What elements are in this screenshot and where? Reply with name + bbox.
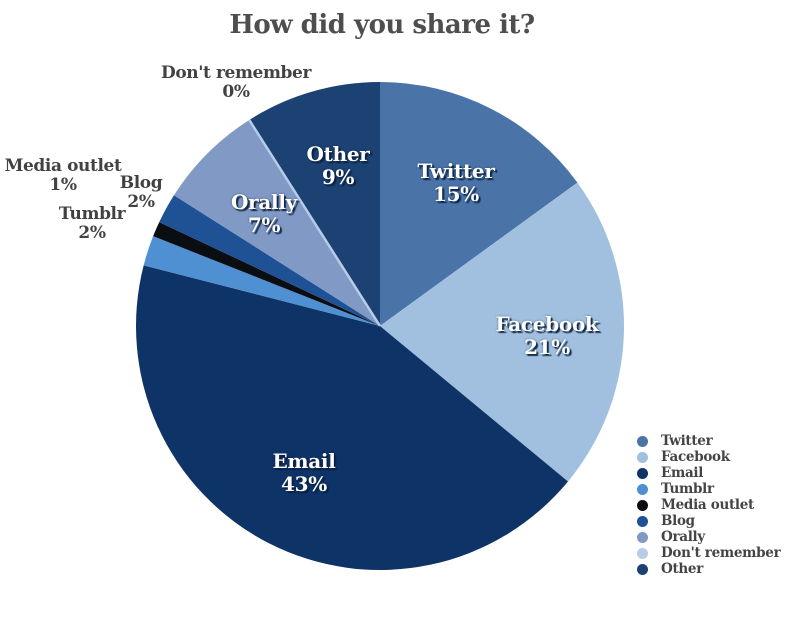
legend-label: Email [661, 465, 704, 481]
legend-swatch-icon [637, 451, 648, 463]
slice-label-tumblr: Tumblr 2% [58, 204, 126, 243]
legend-label: Media outlet [661, 497, 754, 513]
pie-slice-twitter [380, 81, 578, 326]
slice-label-other: Other 9% [307, 143, 370, 189]
slice-label-facebook: Facebook 21% [495, 313, 598, 359]
pie-slice-email [136, 265, 569, 570]
slice-label-name: Other [306, 142, 370, 166]
slice-label-percent: 2% [78, 223, 106, 243]
slice-label-percent: 9% [321, 165, 355, 189]
slice-label-orally: Orally 7% [231, 191, 297, 237]
slice-label-name: Blog [119, 173, 163, 193]
slice-label-name: Tumblr [58, 204, 126, 224]
pie-slice-don-t-remember [248, 119, 382, 327]
slice-label-don-t-remember: Don't remember 0% [161, 64, 311, 102]
legend-item-twitter: Twitter [637, 433, 780, 449]
legend-item-facebook: Facebook [637, 449, 780, 465]
legend-label: Blog [661, 513, 695, 529]
pie-slice-media-outlet [153, 222, 380, 326]
chart-title: How did you share it? [229, 10, 535, 40]
legend-label: Other [661, 561, 704, 577]
legend-swatch-icon [637, 563, 648, 575]
legend-label: Facebook [661, 449, 730, 465]
slice-label-percent: 7% [247, 213, 281, 237]
slice-label-name: Orally [231, 190, 297, 214]
slice-label-name: Email [272, 449, 336, 473]
legend-label: Twitter [661, 433, 713, 449]
pie-slice-orally [173, 119, 380, 326]
legend-item-don-t-remember: Don't remember [637, 545, 781, 561]
legend-item-blog: Blog [637, 513, 780, 529]
pie-slice-facebook [380, 182, 625, 482]
slice-label-blog: Blog 2% [119, 173, 163, 212]
slice-label-percent: 43% [281, 472, 327, 496]
slice-label-percent: 21% [524, 335, 570, 359]
slice-label-percent: 1% [49, 175, 77, 195]
legend-label: Orally [661, 529, 705, 545]
legend-swatch-icon [637, 483, 648, 495]
legend-item-media-outlet: Media outlet [637, 497, 780, 513]
slice-label-name: Don't remember [160, 63, 312, 83]
legend-swatch-icon [637, 499, 648, 511]
legend-swatch-icon [637, 531, 648, 543]
legend-item-tumblr: Tumblr [637, 481, 780, 497]
slice-label-percent: 0% [222, 82, 250, 102]
slice-label-name: Twitter [417, 159, 495, 183]
pie-slice-blog [159, 195, 380, 326]
legend-swatch-icon [637, 547, 648, 559]
slice-label-name: Media outlet [4, 156, 122, 176]
legend: Twitter Facebook Email Tumblr Media outlet Bl… [637, 433, 781, 577]
slice-label-media-outlet: Media outlet 1% [5, 157, 122, 195]
legend-label: Don't remember [661, 545, 781, 561]
slice-label-twitter: Twitter 15% [417, 160, 494, 206]
legend-swatch-icon [637, 515, 648, 527]
slice-label-percent: 2% [127, 192, 155, 212]
slice-label-name: Facebook [495, 312, 599, 336]
slice-label-percent: 15% [433, 182, 479, 206]
legend-swatch-icon [637, 467, 648, 479]
pie-slice-other [249, 82, 380, 326]
legend-item-other: Other [637, 561, 780, 577]
legend-item-email: Email [637, 465, 780, 481]
legend-swatch-icon [637, 435, 648, 447]
slice-label-email: Email 43% [272, 450, 335, 496]
pie-slice-tumblr [143, 236, 380, 326]
legend-item-orally: Orally [637, 529, 780, 545]
legend-label: Tumblr [661, 481, 714, 497]
